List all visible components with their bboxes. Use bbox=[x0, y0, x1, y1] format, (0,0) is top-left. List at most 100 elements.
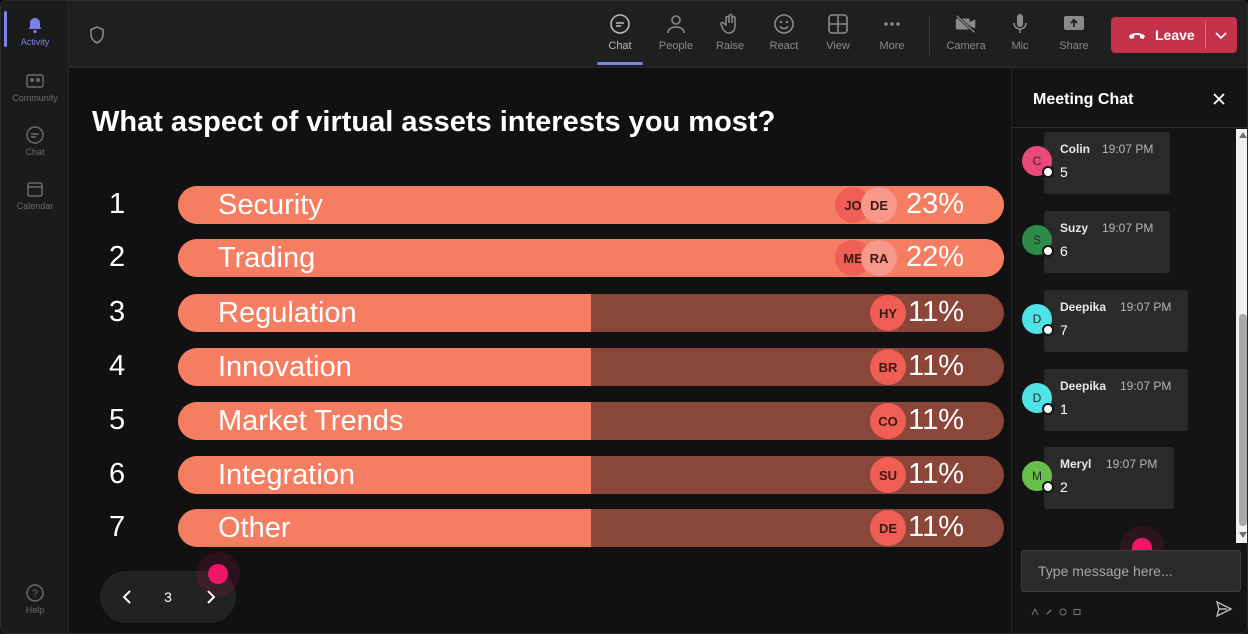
toolbar-chat-button[interactable]: Chat bbox=[597, 1, 643, 68]
message-sender: Meryl bbox=[1060, 457, 1092, 471]
presence-indicator bbox=[1042, 481, 1054, 493]
toolbar-view-button[interactable]: View bbox=[815, 1, 861, 68]
poll-option-label: Other bbox=[218, 512, 291, 544]
smiley-icon bbox=[772, 12, 796, 36]
chat-format-tools bbox=[1031, 603, 1081, 616]
toolbar-mic-button[interactable]: Mic bbox=[997, 1, 1043, 68]
toolbar-people-button[interactable]: People bbox=[653, 1, 699, 68]
avatar-initial: D bbox=[1032, 312, 1042, 326]
page-number: 3 bbox=[164, 589, 172, 605]
toolbar-react-button[interactable]: React bbox=[761, 1, 807, 68]
avatar[interactable]: C bbox=[1022, 146, 1054, 178]
poll-option-row[interactable]: 2 Trading ME RA 22% bbox=[69, 239, 1011, 277]
chevron-left-icon[interactable] bbox=[118, 587, 138, 607]
people-icon bbox=[664, 12, 688, 36]
toolbar-share-button[interactable]: Share bbox=[1051, 1, 1097, 68]
rail-item-label: Chat bbox=[25, 147, 45, 157]
help-icon: ? bbox=[25, 583, 45, 603]
chat-message[interactable]: Deepika 19:07 PM 1 D bbox=[1012, 369, 1236, 433]
rail-item-label: Help bbox=[25, 605, 45, 615]
poll-option-number: 2 bbox=[109, 241, 126, 273]
rail-item-help[interactable]: ? Help bbox=[1, 573, 69, 625]
scroll-up-arrow-icon[interactable] bbox=[1239, 132, 1247, 138]
chat-message[interactable]: Suzy 19:07 PM 6 S bbox=[1012, 211, 1236, 275]
community-icon bbox=[25, 71, 45, 91]
leave-button[interactable]: Leave bbox=[1111, 17, 1237, 53]
poll-option-bar: Other DE 11% bbox=[178, 509, 1004, 547]
voter-avatar: RA bbox=[861, 240, 897, 276]
presence-indicator bbox=[1042, 245, 1054, 257]
avatar-initial: M bbox=[1032, 469, 1042, 483]
chat-message-input[interactable] bbox=[1021, 550, 1241, 592]
shield-icon[interactable] bbox=[87, 25, 107, 45]
poll-option-percent: 22% bbox=[905, 241, 964, 273]
scrollbar-thumb[interactable] bbox=[1239, 314, 1247, 526]
poll-stage: What aspect of virtual assets interests … bbox=[69, 68, 1011, 633]
message-bubble: Deepika 19:07 PM 7 bbox=[1044, 290, 1188, 352]
poll-option-row[interactable]: 6 Integration SU 11% bbox=[69, 456, 1011, 494]
poll-option-percent: 23% bbox=[905, 188, 964, 220]
avatar[interactable]: M bbox=[1022, 461, 1054, 493]
poll-option-row[interactable]: 5 Market Trends CO 11% bbox=[69, 402, 1011, 440]
avatar[interactable]: D bbox=[1022, 383, 1054, 415]
rail-item-label: Activity bbox=[20, 37, 50, 47]
leave-label: Leave bbox=[1155, 27, 1195, 43]
poll-option-percent: 11% bbox=[908, 404, 964, 436]
more-icon bbox=[880, 12, 904, 36]
raise-hand-icon bbox=[718, 12, 742, 36]
toolbar-camera-button[interactable]: Camera bbox=[941, 1, 991, 68]
poll-option-row[interactable]: 7 Other DE 11% bbox=[69, 509, 1011, 547]
avatar-initial: D bbox=[1032, 391, 1042, 405]
left-rail: Activity Community Chat Calendar ? Help bbox=[1, 1, 69, 633]
chat-scrollbar[interactable] bbox=[1236, 129, 1247, 543]
voter-avatar: BR bbox=[870, 349, 906, 385]
share-screen-icon bbox=[1062, 12, 1086, 36]
phone-hangup-icon bbox=[1127, 29, 1147, 41]
avatar[interactable]: S bbox=[1022, 225, 1054, 257]
rail-item-community[interactable]: Community bbox=[1, 61, 69, 113]
message-text: 1 bbox=[1060, 401, 1068, 417]
format-text-icon[interactable] bbox=[1031, 603, 1039, 616]
gif-icon[interactable] bbox=[1073, 603, 1081, 615]
toolbar-raise-button[interactable]: Raise bbox=[707, 1, 753, 68]
meeting-toolbar: Chat People Raise React View bbox=[69, 1, 1247, 68]
toolbar-mic-label: Mic bbox=[1011, 40, 1029, 52]
message-bubble: Suzy 19:07 PM 6 bbox=[1044, 211, 1170, 273]
presence-indicator bbox=[1042, 324, 1054, 336]
avatar[interactable]: D bbox=[1022, 304, 1054, 336]
poll-option-row[interactable]: 3 Regulation HY 11% bbox=[69, 294, 1011, 332]
poll-option-number: 6 bbox=[109, 458, 126, 490]
toolbar-more-button[interactable]: More bbox=[869, 1, 915, 68]
chevron-right-icon[interactable] bbox=[200, 587, 220, 607]
message-time: 19:07 PM bbox=[1120, 300, 1172, 314]
emoji-icon[interactable] bbox=[1059, 603, 1067, 616]
grid-icon bbox=[826, 12, 850, 36]
poll-option-percent: 11% bbox=[908, 350, 964, 382]
chat-message[interactable]: Meryl 19:07 PM 2 M bbox=[1012, 447, 1236, 511]
poll-option-bar: Innovation BR 11% bbox=[178, 348, 1004, 386]
poll-option-row[interactable]: 1 Security JO DE 23% bbox=[69, 186, 1011, 224]
poll-option-row[interactable]: 4 Innovation BR 11% bbox=[69, 348, 1011, 386]
poll-option-number: 1 bbox=[109, 188, 126, 220]
toolbar-view-label: View bbox=[826, 40, 850, 52]
close-icon[interactable] bbox=[1210, 90, 1228, 108]
scroll-down-arrow-icon[interactable] bbox=[1239, 532, 1247, 538]
rail-item-activity[interactable]: Activity bbox=[1, 5, 69, 57]
voter-avatar: CO bbox=[870, 403, 906, 439]
rail-item-chat[interactable]: Chat bbox=[1, 115, 69, 167]
poll-option-bar: Trading ME RA 22% bbox=[178, 239, 1004, 277]
rail-item-calendar[interactable]: Calendar bbox=[1, 169, 69, 221]
attach-icon[interactable] bbox=[1045, 603, 1053, 615]
toolbar-chat-label: Chat bbox=[608, 40, 632, 52]
message-bubble: Meryl 19:07 PM 2 bbox=[1044, 447, 1174, 509]
poll-option-number: 5 bbox=[109, 404, 126, 436]
chat-message[interactable]: Colin 19:07 PM 5 C bbox=[1012, 132, 1236, 196]
poll-option-percent: 11% bbox=[908, 511, 964, 543]
chevron-down-icon[interactable] bbox=[1213, 27, 1229, 43]
chat-message[interactable]: Deepika 19:07 PM 7 D bbox=[1012, 290, 1236, 354]
message-bubble: Deepika 19:07 PM 1 bbox=[1044, 369, 1188, 431]
send-icon[interactable] bbox=[1214, 599, 1234, 619]
message-time: 19:07 PM bbox=[1120, 379, 1172, 393]
active-tab-indicator bbox=[597, 62, 643, 65]
